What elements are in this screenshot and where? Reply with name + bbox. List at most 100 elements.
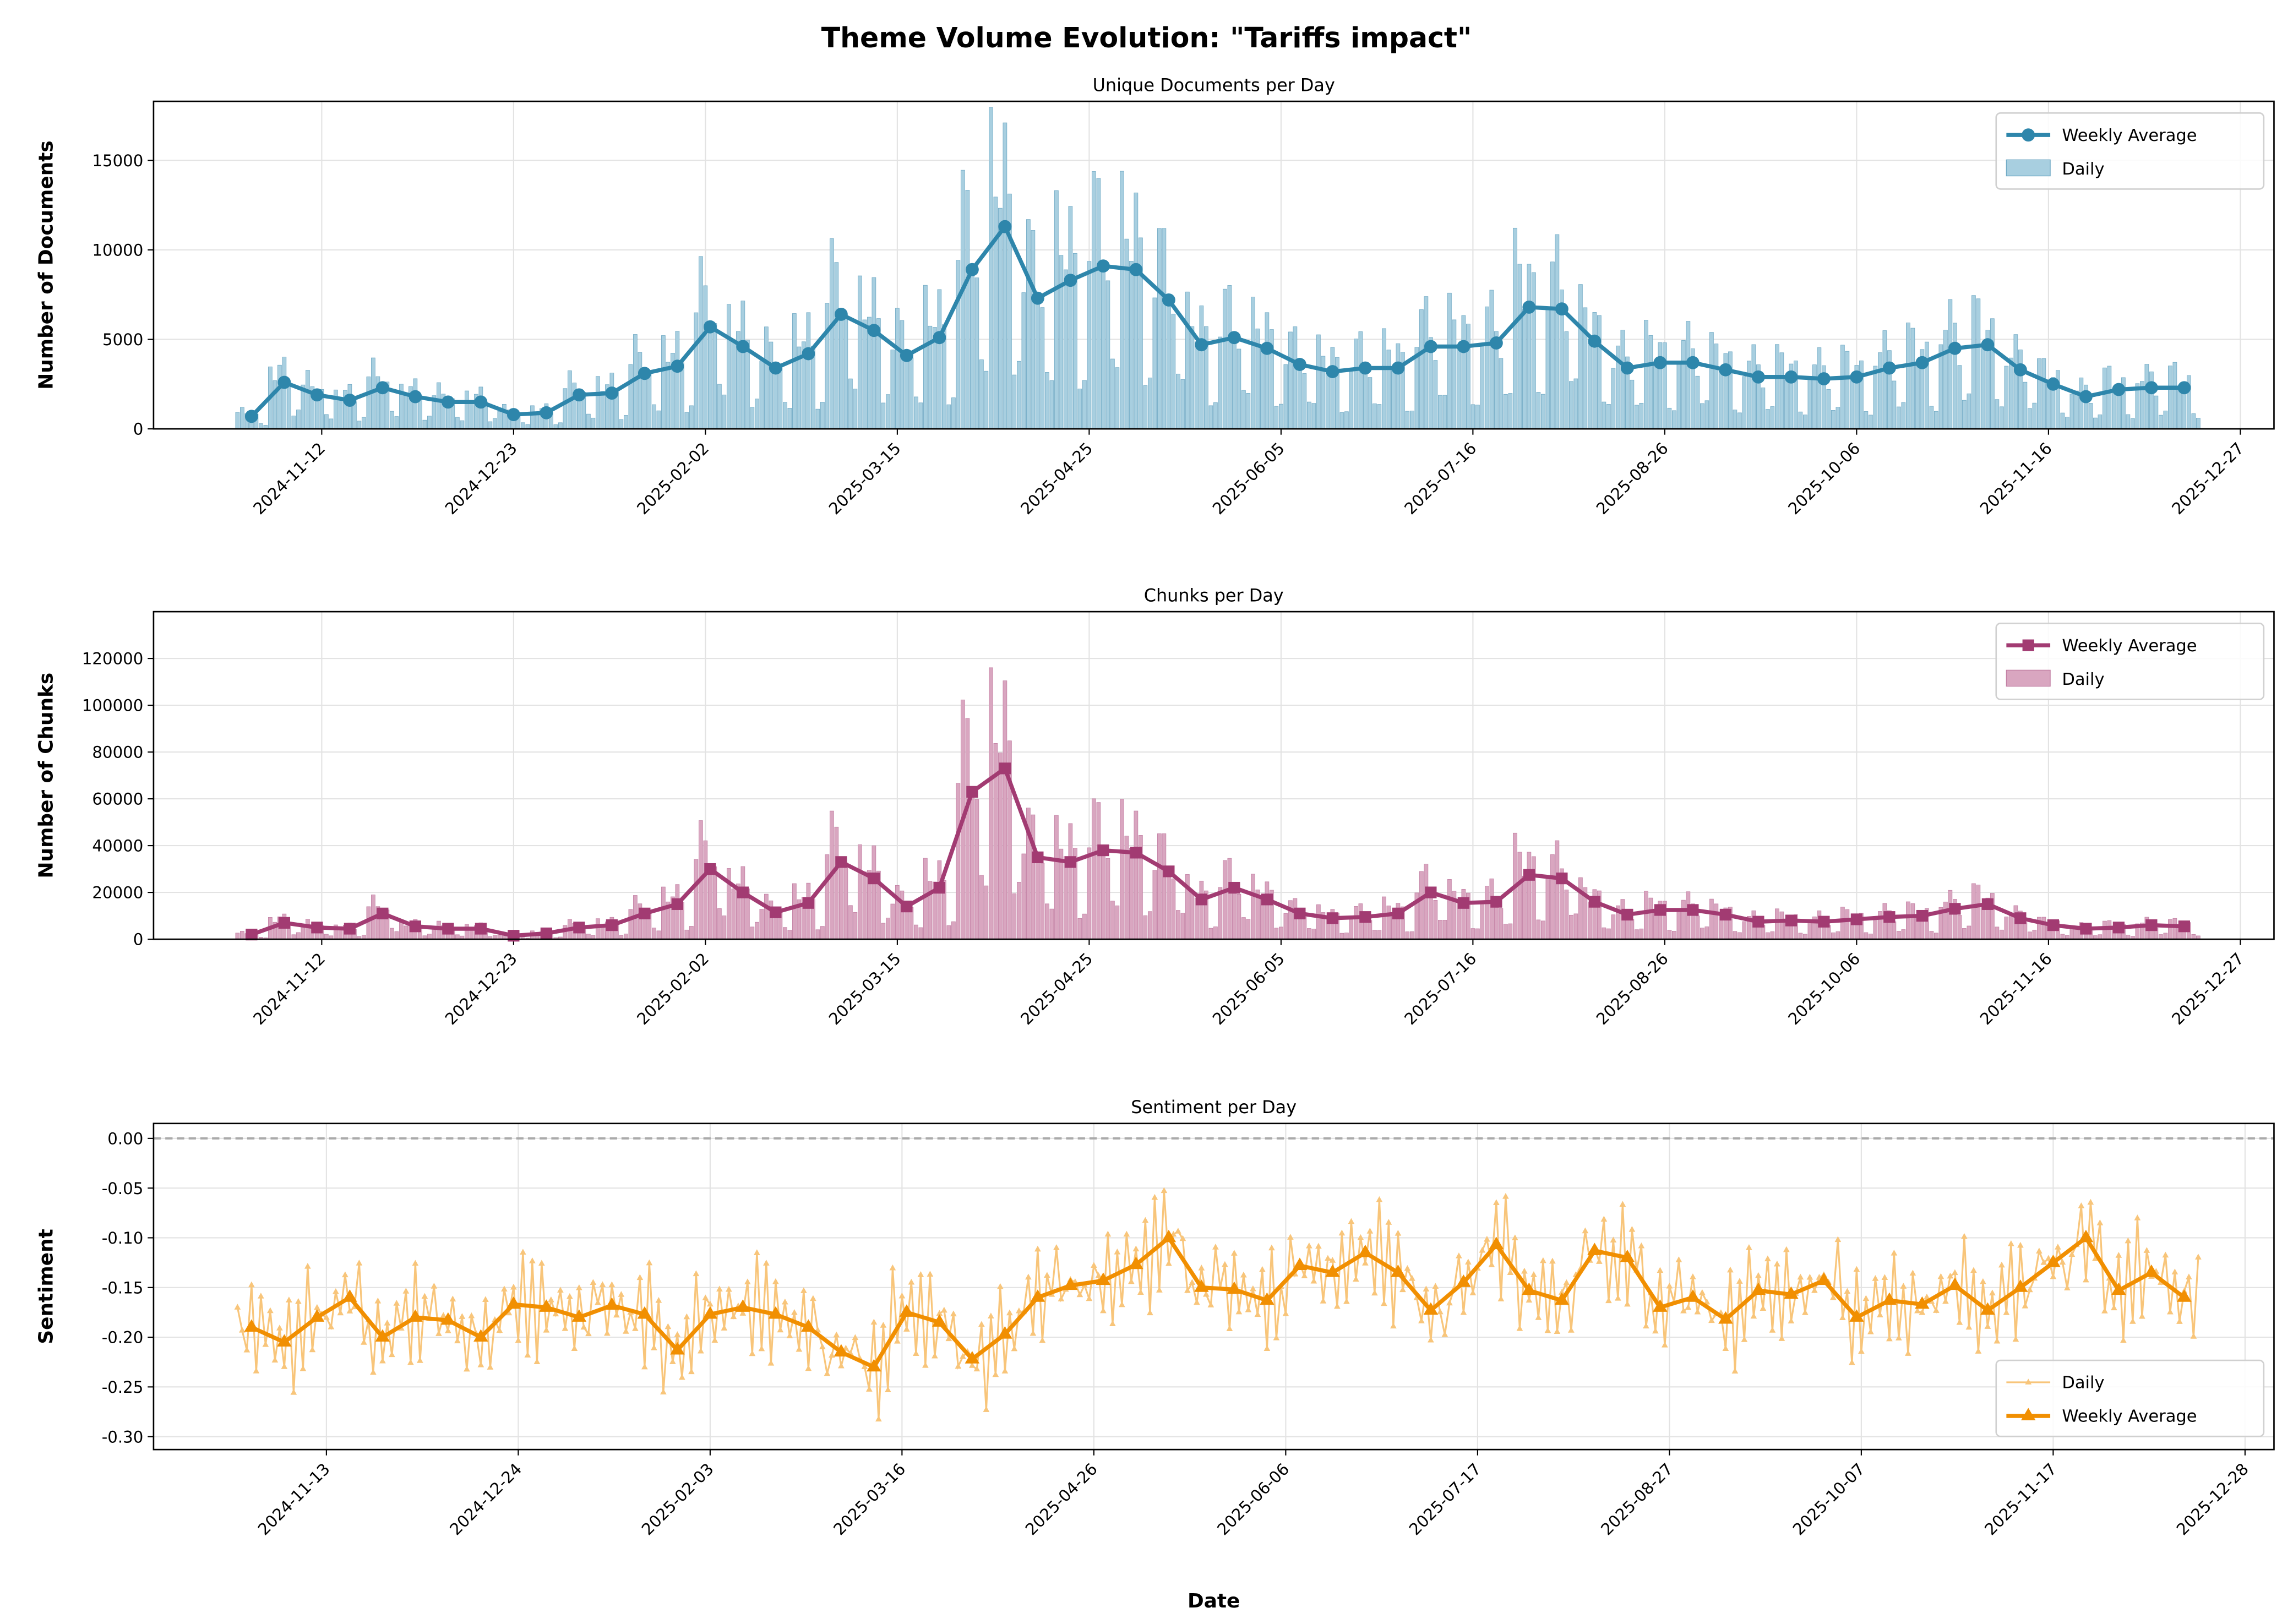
daily-point [1151, 1194, 1158, 1200]
daily-point [1399, 1286, 1406, 1293]
daily-bar [2088, 403, 2093, 429]
daily-bar [1232, 333, 1237, 429]
daily-point [1194, 1299, 1200, 1305]
daily-bar [1307, 928, 1311, 940]
daily-bar [1714, 344, 1719, 429]
daily-point [1690, 1273, 1696, 1279]
daily-point [2171, 1268, 2178, 1274]
daily-point [1376, 1196, 1383, 1202]
daily-bar [825, 303, 830, 429]
daily-bar [1897, 406, 1901, 429]
daily-bar [1545, 309, 1550, 429]
daily-bar [2144, 364, 2149, 429]
daily-bar [2172, 918, 2177, 940]
daily-point [805, 1365, 812, 1371]
daily-point [1325, 1255, 1331, 1261]
daily-point [595, 1299, 601, 1305]
daily-point [248, 1281, 255, 1288]
daily-bar [740, 866, 745, 940]
daily-point [454, 1337, 461, 1344]
daily-point [1263, 1345, 1271, 1351]
daily-bar [1152, 870, 1157, 940]
daily-bar [1129, 261, 1134, 429]
daily-bar [259, 423, 263, 429]
daily-bar [1667, 930, 1672, 940]
daily-bar [1049, 908, 1054, 940]
weekly-point [1849, 1309, 1864, 1322]
daily-bar [1859, 360, 1864, 429]
weekly-point [638, 367, 651, 380]
x-tick-label: 2025-11-16 [1976, 949, 2056, 1028]
weekly-point [868, 872, 880, 885]
daily-bar [787, 930, 792, 940]
weekly-point [1817, 372, 1831, 385]
daily-bar [2168, 366, 2172, 429]
daily-point [786, 1332, 793, 1339]
daily-bar [848, 378, 853, 429]
daily-bar [1943, 901, 1948, 940]
daily-bar [965, 718, 970, 940]
daily-bar [886, 918, 890, 940]
daily-bar [1532, 272, 1536, 429]
daily-point [2092, 1255, 2099, 1261]
daily-bar [1573, 913, 1578, 940]
x-tick-label: 2025-03-16 [830, 1459, 909, 1539]
daily-bar [1770, 406, 1775, 429]
daily-bar [979, 359, 984, 429]
daily-point [2143, 1247, 2150, 1253]
daily-bar [1012, 893, 1017, 940]
daily-bar [834, 826, 839, 940]
daily-bar [1967, 393, 1971, 429]
daily-bar [1274, 406, 1279, 429]
daily-point [2050, 1273, 2057, 1279]
daily-bar [1386, 906, 1391, 940]
daily-point [829, 1351, 835, 1358]
daily-bar [1003, 122, 1007, 429]
daily-point [1034, 1245, 1041, 1252]
daily-bar [1663, 342, 1667, 429]
daily-bar [1167, 296, 1171, 429]
daily-bar [1704, 400, 1709, 429]
daily-bar [783, 402, 787, 429]
daily-point [290, 1389, 297, 1395]
daily-bar [727, 304, 731, 429]
daily-line [236, 1191, 2199, 1420]
daily-point [402, 1288, 410, 1294]
daily-bar [2069, 394, 2074, 429]
daily-point [1881, 1274, 1888, 1280]
daily-bar [1545, 879, 1550, 940]
daily-point [435, 1330, 442, 1336]
weekly-point [1784, 1286, 1799, 1299]
daily-point [1722, 1345, 1729, 1351]
daily-bar [1878, 352, 1882, 429]
weekly-point [901, 900, 913, 913]
daily-point [852, 1334, 859, 1340]
daily-bar [2037, 358, 2041, 429]
daily-bar [1283, 913, 1288, 940]
daily-bar [1330, 347, 1335, 429]
weekly-point [2078, 1229, 2094, 1242]
weekly-point [1915, 356, 1929, 369]
weekly-point [637, 1306, 652, 1319]
daily-bar [1873, 366, 1878, 429]
daily-point [370, 1369, 377, 1375]
daily-bar [1470, 928, 1475, 940]
daily-bar [1817, 347, 1822, 429]
weekly-point [1687, 904, 1699, 916]
daily-point [1053, 1244, 1060, 1250]
daily-bar [974, 799, 979, 940]
daily-point [374, 1298, 382, 1304]
daily-bar [1036, 298, 1040, 429]
daily-point [1764, 1255, 1771, 1262]
daily-point [2083, 1276, 2089, 1283]
weekly-point [1555, 302, 1568, 316]
daily-point [1091, 1262, 1097, 1268]
daily-bar [918, 927, 923, 940]
daily-bar [1934, 933, 1938, 940]
daily-point [1675, 1256, 1682, 1262]
daily-point [1179, 1235, 1186, 1241]
weekly-point [1980, 1302, 1995, 1315]
daily-point [1222, 1261, 1228, 1267]
daily-bar [1260, 346, 1265, 429]
